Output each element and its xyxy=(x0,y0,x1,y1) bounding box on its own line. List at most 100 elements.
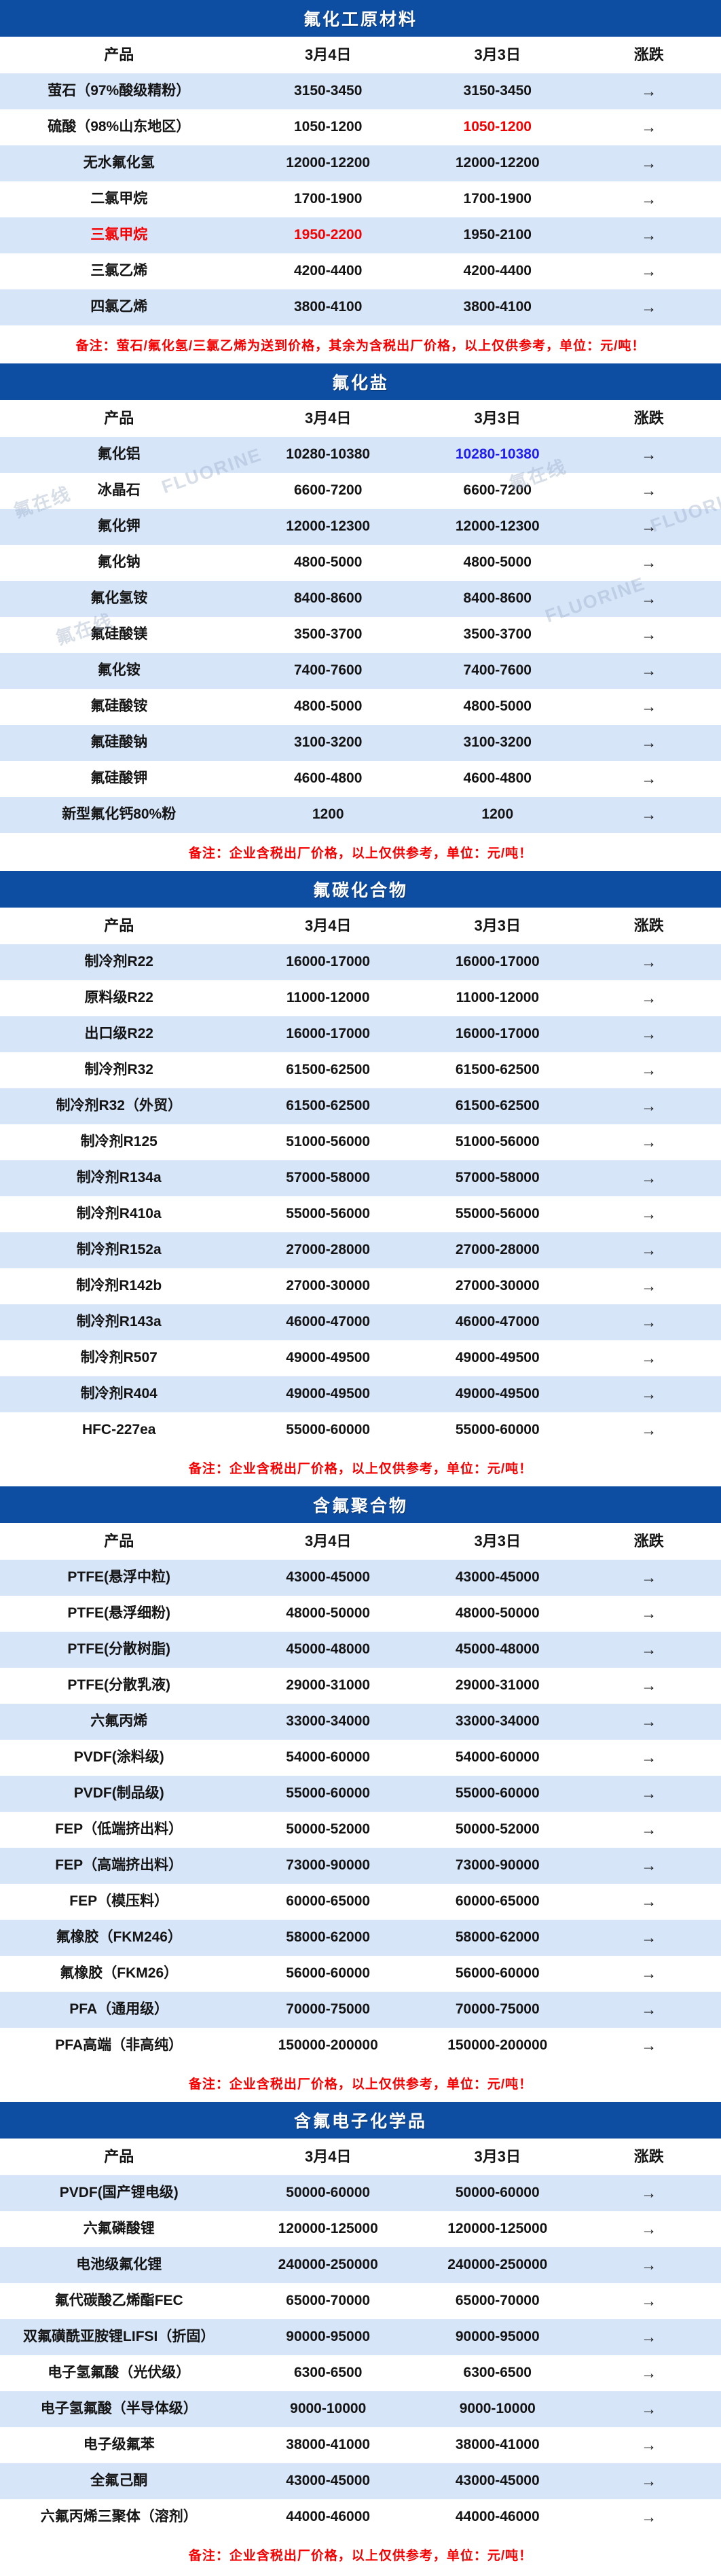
table-row: 制冷剂R134a 57000-58000 57000-58000 → xyxy=(0,1160,721,1196)
price-mar3-cell: 55000-56000 xyxy=(455,1206,540,1222)
trend-arrow: → xyxy=(641,82,657,101)
trend-arrow: → xyxy=(641,806,657,824)
trend-arrow: → xyxy=(641,1785,657,1803)
product-cell: 氟硅酸铵 xyxy=(90,698,148,715)
product-cell: 氟硅酸钾 xyxy=(90,770,148,787)
price-mar4-cell: 27000-28000 xyxy=(286,1242,371,1258)
price-mar3-cell: 27000-30000 xyxy=(455,1278,540,1294)
price-mar3-cell: 3100-3200 xyxy=(463,734,532,751)
price-mar3-cell: 38000-41000 xyxy=(455,2437,540,2453)
price-mar4-cell: 6600-7200 xyxy=(293,482,363,499)
price-mar3-cell: 90000-95000 xyxy=(455,2329,540,2345)
product-cell: 出口级R22 xyxy=(84,1026,153,1042)
trend-arrow: → xyxy=(641,1169,657,1187)
price-mar4-cell: 44000-46000 xyxy=(286,2509,371,2525)
table-row: 二氯甲烷 1700-1900 1700-1900 → xyxy=(0,181,721,217)
table-row: 制冷剂R142b 27000-30000 27000-30000 → xyxy=(0,1268,721,1304)
price-mar3-cell: 4600-4800 xyxy=(463,770,532,787)
table-row: 电子氢氟酸（半导体级） 9000-10000 9000-10000 → xyxy=(0,2391,721,2427)
price-mar4-cell: 49000-49500 xyxy=(286,1350,371,1366)
table-header: 产品 3月4日 3月3日 涨跌 xyxy=(0,2139,721,2175)
table-row: 全氟己酮 43000-45000 43000-45000 → xyxy=(0,2463,721,2499)
price-mar4-cell: 9000-10000 xyxy=(290,2401,367,2417)
price-mar3-cell: 55000-60000 xyxy=(455,1785,540,1802)
table-row: 六氟丙烯 33000-34000 33000-34000 → xyxy=(0,1704,721,1740)
price-mar4-cell: 55000-60000 xyxy=(286,1422,371,1438)
table-row: 六氟磷酸锂 120000-125000 120000-125000 → xyxy=(0,2211,721,2247)
trend-arrow: → xyxy=(641,1385,657,1403)
column-header: 3月4日 xyxy=(304,2148,352,2166)
column-header: 产品 xyxy=(104,2148,134,2166)
price-mar4-cell: 16000-17000 xyxy=(286,1026,371,1042)
price-mar4-cell: 61500-62500 xyxy=(286,1062,371,1078)
price-mar3-cell: 8400-8600 xyxy=(463,590,532,607)
product-cell: 氟化铝 xyxy=(97,446,141,463)
price-mar3-cell: 44000-46000 xyxy=(455,2509,540,2525)
column-header: 3月3日 xyxy=(474,1533,521,1550)
product-cell: 制冷剂R410a xyxy=(76,1206,162,1222)
trend-arrow: → xyxy=(641,626,657,644)
table-body: PTFE(悬浮中粒) 43000-45000 43000-45000 → PTFE(悬浮… xyxy=(0,1560,721,2064)
table-row: 氟橡胶（FKM26） 56000-60000 56000-60000 → xyxy=(0,1956,721,1992)
table-row: 原料级R22 11000-12000 11000-12000 → xyxy=(0,980,721,1016)
price-mar4-cell: 10280-10380 xyxy=(286,446,371,463)
price-mar4-cell: 33000-34000 xyxy=(286,1713,371,1730)
trend-arrow: → xyxy=(641,1713,657,1731)
price-mar4-cell: 3100-3200 xyxy=(293,734,363,751)
trend-arrow: → xyxy=(641,1677,657,1695)
price-mar3-cell: 1050-1200 xyxy=(463,119,532,135)
price-mar3-cell: 43000-45000 xyxy=(455,1569,540,1586)
product-cell: 制冷剂R125 xyxy=(80,1134,158,1150)
table-row: 四氯乙烯 3800-4100 3800-4100 → xyxy=(0,289,721,325)
price-mar3-cell: 33000-34000 xyxy=(455,1713,540,1730)
table-row: 氟橡胶（FKM246） 58000-62000 58000-62000 → xyxy=(0,1920,721,1956)
trend-arrow: → xyxy=(641,518,657,536)
column-header: 产品 xyxy=(104,410,134,427)
product-cell: 六氟丙烯三聚体（溶剂） xyxy=(40,2509,198,2525)
product-cell: 氟化钾 xyxy=(97,518,141,535)
table-row: 制冷剂R152a 27000-28000 27000-28000 → xyxy=(0,1232,721,1268)
price-mar4-cell: 54000-60000 xyxy=(286,1749,371,1766)
price-mar4-cell: 27000-30000 xyxy=(286,1278,371,1294)
price-mar3-cell: 11000-12000 xyxy=(456,990,540,1006)
trend-arrow: → xyxy=(641,2436,657,2454)
table-row: 氟化钾 12000-12300 12000-12300 → xyxy=(0,509,721,545)
column-header: 涨跌 xyxy=(633,410,664,427)
price-mar4-cell: 55000-56000 xyxy=(286,1206,371,1222)
price-mar3-cell: 3500-3700 xyxy=(463,626,532,643)
price-mar4-cell: 50000-52000 xyxy=(286,1821,371,1838)
table-row: 电子氢氟酸（光伏级） 6300-6500 6300-6500 → xyxy=(0,2355,721,2391)
price-mar4-cell: 58000-62000 xyxy=(286,1929,371,1946)
product-cell: 制冷剂R404 xyxy=(80,1386,158,1402)
product-cell: 氟代碳酸乙烯酯FEC xyxy=(54,2293,183,2309)
section-note: 备注：企业含税出厂价格，以上仅供参考，单位：元/吨！ xyxy=(0,2064,721,2102)
column-header: 3月3日 xyxy=(474,917,521,935)
table-row: FEP（高端挤出料） 73000-90000 73000-90000 → xyxy=(0,1848,721,1884)
table-row: 双氟磺酰亚胺锂LIFSI（折固） 90000-95000 90000-95000 → xyxy=(0,2319,721,2355)
trend-arrow: → xyxy=(641,734,657,752)
section-note: 备注：企业含税出厂价格，以上仅供参考，单位：元/吨！ xyxy=(0,2535,721,2573)
price-mar4-cell: 29000-31000 xyxy=(286,1677,371,1694)
trend-arrow: → xyxy=(641,482,657,500)
price-mar4-cell: 1050-1200 xyxy=(293,119,363,135)
product-cell: 氟橡胶（FKM26） xyxy=(60,1965,179,1982)
product-cell: 原料级R22 xyxy=(84,990,153,1006)
trend-arrow: → xyxy=(641,989,657,1007)
price-mar4-cell: 240000-250000 xyxy=(278,2257,378,2273)
price-mar4-cell: 55000-60000 xyxy=(286,1785,371,1802)
product-cell: 氟化氢铵 xyxy=(90,590,148,607)
product-cell: 新型氟化钙80%粉 xyxy=(62,806,177,823)
price-mar3-cell: 57000-58000 xyxy=(455,1170,540,1186)
trend-arrow: → xyxy=(641,1277,657,1295)
table-row: HFC-227ea 55000-60000 55000-60000 → xyxy=(0,1412,721,1448)
price-mar4-cell: 11000-12000 xyxy=(286,990,370,1006)
trend-arrow: → xyxy=(641,770,657,788)
table-row: 氟硅酸钾 4600-4800 4600-4800 → xyxy=(0,761,721,797)
table-header: 产品 3月4日 3月3日 涨跌 xyxy=(0,908,721,944)
price-mar4-cell: 3150-3450 xyxy=(293,83,363,99)
column-header: 3月4日 xyxy=(304,410,352,427)
table-row: 电池级氟化锂 240000-250000 240000-250000 → xyxy=(0,2247,721,2283)
price-mar4-cell: 8400-8600 xyxy=(293,590,363,607)
price-mar3-cell: 55000-60000 xyxy=(455,1422,540,1438)
table-body: 氟化铝 10280-10380 10280-10380 → 冰晶石 6600-7200 66… xyxy=(0,437,721,833)
